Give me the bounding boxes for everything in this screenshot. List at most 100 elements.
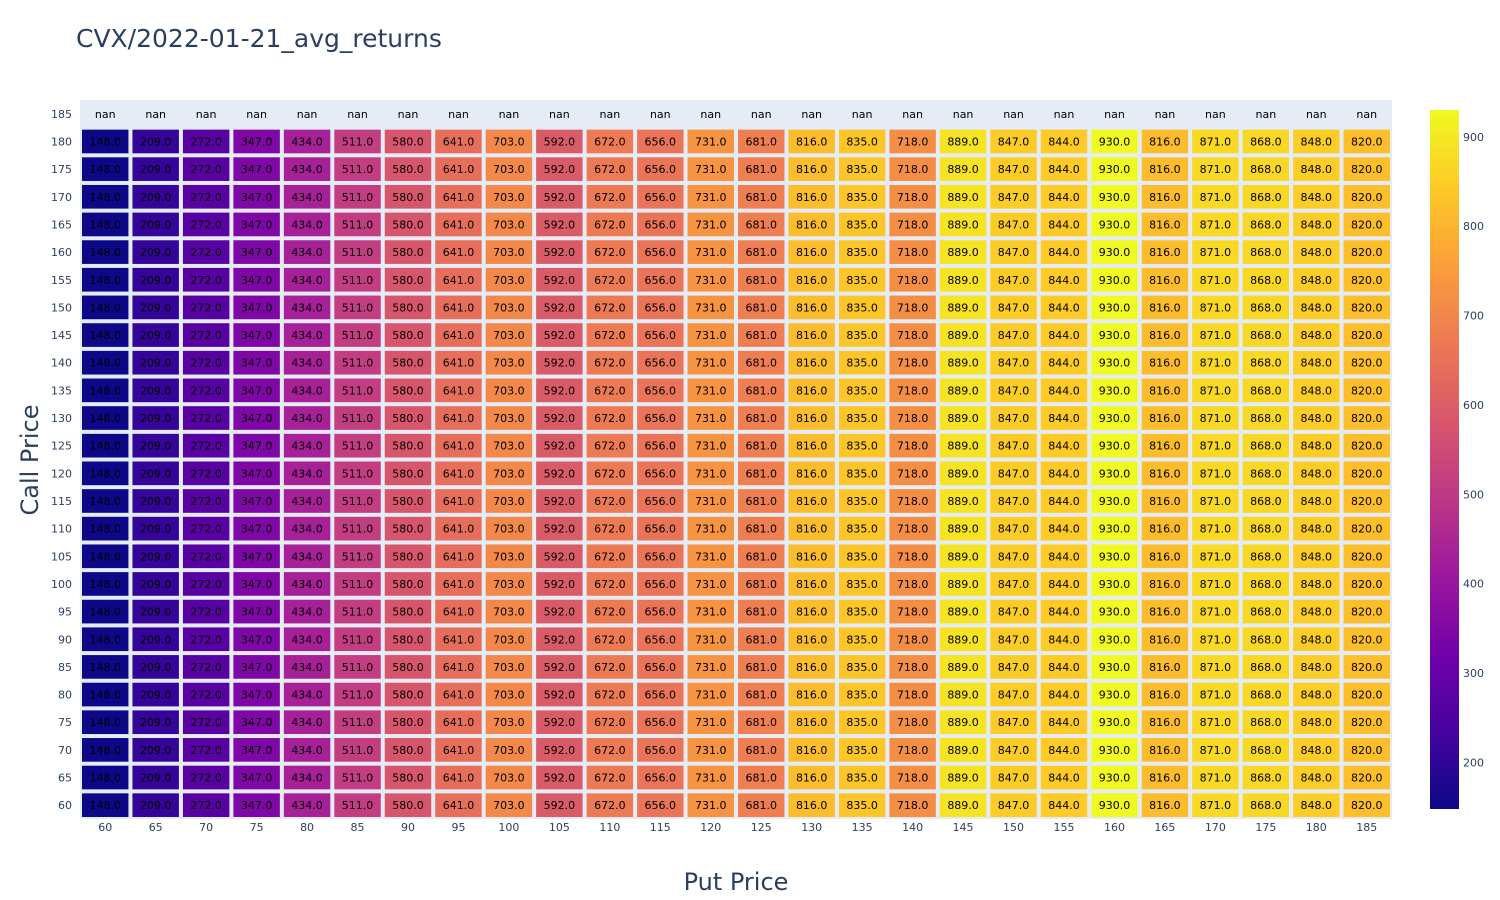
heatmap-cell bbox=[536, 738, 583, 762]
heatmap-cell bbox=[738, 129, 785, 154]
cell-label: 930.0 bbox=[1099, 329, 1131, 342]
cell-label: 835.0 bbox=[846, 329, 878, 342]
cell-label: 889.0 bbox=[947, 523, 979, 536]
heatmap-cell bbox=[82, 184, 129, 209]
cell-label: 641.0 bbox=[443, 578, 475, 591]
heatmap-cell bbox=[283, 378, 331, 403]
cell-label: 656.0 bbox=[645, 661, 677, 674]
heatmap-cell bbox=[1242, 710, 1290, 735]
heatmap-cell bbox=[1293, 378, 1340, 403]
cell-label: 871.0 bbox=[1200, 301, 1232, 314]
heatmap-cell bbox=[485, 710, 533, 735]
cell-label: 889.0 bbox=[947, 467, 979, 480]
cell-label: 209.0 bbox=[140, 799, 172, 812]
cell-label: 847.0 bbox=[998, 357, 1030, 370]
cell-label: 703.0 bbox=[493, 772, 525, 785]
heatmap-cell bbox=[687, 406, 734, 430]
heatmap-cell bbox=[1091, 157, 1138, 181]
heatmap-cell bbox=[334, 240, 381, 264]
cell-label: 835.0 bbox=[846, 135, 878, 148]
heatmap-cell bbox=[384, 295, 432, 320]
heatmap-cell bbox=[233, 599, 280, 624]
cell-label: 656.0 bbox=[645, 301, 677, 314]
cell-label: 592.0 bbox=[544, 301, 576, 314]
heatmap-cell bbox=[637, 544, 684, 569]
cell-label: 868.0 bbox=[1250, 412, 1282, 425]
heatmap-cell bbox=[1141, 323, 1189, 347]
cell-label: 731.0 bbox=[695, 772, 727, 785]
heatmap-cell bbox=[82, 572, 129, 596]
cell-label: 847.0 bbox=[998, 661, 1030, 674]
heatmap-cell bbox=[334, 516, 381, 541]
cell-label: 511.0 bbox=[342, 799, 374, 812]
heatmap-cell bbox=[1192, 461, 1239, 486]
heatmap-cell bbox=[889, 682, 936, 707]
heatmap-cell bbox=[990, 129, 1037, 154]
heatmap-cell bbox=[1091, 184, 1138, 209]
heatmap-cell bbox=[182, 212, 230, 237]
heatmap-cell bbox=[586, 710, 634, 735]
x-tick-label: 155 bbox=[1054, 821, 1075, 834]
cell-label: 847.0 bbox=[998, 523, 1030, 536]
heatmap-cell bbox=[182, 267, 230, 292]
cell-label: 871.0 bbox=[1200, 716, 1232, 729]
heatmap-cell bbox=[435, 516, 482, 541]
cell-label: 835.0 bbox=[846, 218, 878, 231]
cell-label: 209.0 bbox=[140, 412, 172, 425]
cell-label: 820.0 bbox=[1351, 301, 1383, 314]
cell-label: 816.0 bbox=[1149, 716, 1181, 729]
heatmap-cell bbox=[1040, 765, 1088, 790]
heatmap-cell bbox=[1141, 212, 1189, 237]
heatmap-cell bbox=[283, 627, 331, 652]
cell-label: 930.0 bbox=[1099, 523, 1131, 536]
heatmap-cell bbox=[586, 184, 634, 209]
cell-label: 889.0 bbox=[947, 716, 979, 729]
heatmap-cell bbox=[1192, 489, 1239, 513]
cell-label: 889.0 bbox=[947, 357, 979, 370]
heatmap-cell bbox=[233, 378, 280, 403]
heatmap-cell bbox=[687, 572, 734, 596]
heatmap-cell bbox=[1242, 461, 1290, 486]
cell-label: 681.0 bbox=[745, 246, 777, 259]
heatmap-cell bbox=[1343, 295, 1390, 320]
heatmap-cell bbox=[1293, 655, 1340, 679]
heatmap-cell bbox=[1091, 489, 1138, 513]
y-tick-label: 155 bbox=[51, 274, 72, 287]
heatmap-cell bbox=[939, 710, 987, 735]
cell-label: 656.0 bbox=[645, 550, 677, 563]
heatmap-cell bbox=[132, 129, 179, 154]
heatmap-cell bbox=[283, 267, 331, 292]
cell-label: 816.0 bbox=[796, 661, 828, 674]
heatmap-cell bbox=[536, 267, 583, 292]
cell-label: 434.0 bbox=[291, 135, 323, 148]
cell-label: 703.0 bbox=[493, 467, 525, 480]
heatmap-cell bbox=[82, 240, 129, 264]
heatmap-cell bbox=[485, 378, 533, 403]
heatmap-cell bbox=[738, 433, 785, 458]
cell-label: 871.0 bbox=[1200, 661, 1232, 674]
heatmap-cell bbox=[1293, 433, 1340, 458]
cell-label: 835.0 bbox=[846, 550, 878, 563]
cell-label: 718.0 bbox=[897, 744, 929, 757]
heatmap-cell bbox=[82, 267, 129, 292]
heatmap-cell bbox=[939, 489, 987, 513]
heatmap-cell bbox=[1091, 655, 1138, 679]
cell-label: 672.0 bbox=[594, 550, 626, 563]
cell-label: 592.0 bbox=[544, 716, 576, 729]
heatmap-cell bbox=[435, 765, 482, 790]
cell-label: 816.0 bbox=[796, 329, 828, 342]
x-tick-label: 120 bbox=[700, 821, 721, 834]
cell-label: 848.0 bbox=[1301, 716, 1333, 729]
heatmap-cell bbox=[889, 599, 936, 624]
heatmap-cell bbox=[788, 655, 835, 679]
cell-label: 718.0 bbox=[897, 274, 929, 287]
cell-label: 681.0 bbox=[745, 799, 777, 812]
cell-label: 672.0 bbox=[594, 163, 626, 176]
cell-label: 434.0 bbox=[291, 523, 323, 536]
cell-label: 889.0 bbox=[947, 578, 979, 591]
cell-label: 820.0 bbox=[1351, 523, 1383, 536]
cell-label: 816.0 bbox=[796, 384, 828, 397]
heatmap-cell bbox=[687, 240, 734, 264]
cell-label: 681.0 bbox=[745, 606, 777, 619]
heatmap-cell bbox=[233, 157, 280, 181]
